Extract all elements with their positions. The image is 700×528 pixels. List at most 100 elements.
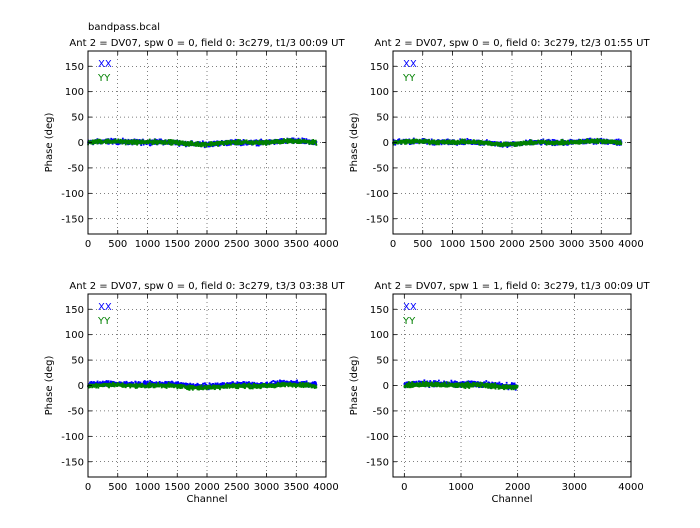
data-point xyxy=(411,141,414,144)
data-point xyxy=(433,143,436,146)
data-point xyxy=(509,144,512,147)
data-point xyxy=(155,143,158,146)
data-point xyxy=(192,383,195,385)
data-point xyxy=(431,140,434,143)
data-point xyxy=(113,381,116,384)
data-point xyxy=(241,144,244,146)
data-point xyxy=(403,141,406,144)
data-point xyxy=(163,141,166,144)
data-point xyxy=(456,141,459,143)
data-point xyxy=(299,138,301,141)
data-point xyxy=(544,143,547,145)
data-point xyxy=(292,138,295,141)
data-point xyxy=(490,141,493,143)
data-point xyxy=(101,142,103,145)
data-point xyxy=(405,141,407,144)
data-point xyxy=(285,380,288,383)
data-point xyxy=(603,142,606,144)
data-point xyxy=(208,382,211,385)
data-point xyxy=(134,380,137,383)
data-point xyxy=(127,140,130,143)
data-point xyxy=(243,381,246,384)
data-point xyxy=(275,138,278,141)
data-point xyxy=(221,141,224,143)
x-tick-label: 0 xyxy=(85,239,91,250)
data-point xyxy=(91,139,94,142)
data-point xyxy=(602,141,605,144)
data-point xyxy=(155,381,158,384)
data-point xyxy=(540,139,543,141)
data-point xyxy=(600,137,603,140)
data-point xyxy=(142,143,145,146)
data-point xyxy=(156,142,159,144)
data-point xyxy=(545,143,548,146)
data-point xyxy=(567,139,569,142)
data-point xyxy=(303,381,306,383)
data-point xyxy=(126,142,129,145)
data-point xyxy=(315,142,318,145)
y-tick-label: 50 xyxy=(71,113,84,124)
data-point xyxy=(450,142,453,145)
data-point xyxy=(410,139,413,142)
data-point xyxy=(177,381,179,383)
data-point xyxy=(152,141,155,144)
data-point xyxy=(162,142,165,145)
data-point xyxy=(562,140,565,142)
data-point xyxy=(268,140,270,143)
data-point xyxy=(553,140,556,143)
data-point xyxy=(529,142,532,145)
legend-entry-xx: XX xyxy=(98,59,112,70)
data-point xyxy=(89,386,91,389)
data-point xyxy=(584,138,587,141)
data-point xyxy=(485,139,488,141)
data-point xyxy=(591,140,594,142)
data-point xyxy=(118,142,121,145)
data-point xyxy=(107,380,110,383)
data-point xyxy=(209,143,212,146)
data-point xyxy=(121,137,124,140)
data-point xyxy=(446,138,449,141)
data-point xyxy=(528,142,531,144)
data-point xyxy=(503,141,505,144)
data-point xyxy=(596,137,599,140)
data-point xyxy=(240,143,243,145)
data-point xyxy=(216,382,219,385)
data-point xyxy=(191,141,194,144)
data-point xyxy=(161,140,164,142)
data-point xyxy=(149,379,152,382)
data-point xyxy=(228,143,231,146)
data-point xyxy=(114,138,116,141)
data-point xyxy=(428,143,431,146)
data-point xyxy=(240,382,243,384)
data-point xyxy=(219,382,222,385)
data-point xyxy=(245,381,248,384)
data-point xyxy=(155,139,158,141)
data-point xyxy=(258,139,261,142)
data-point xyxy=(232,381,234,384)
data-point xyxy=(314,139,317,142)
x-tick-label: 0 xyxy=(390,239,396,250)
data-point xyxy=(125,140,128,142)
x-tick-label: 1000 xyxy=(135,239,160,250)
data-point xyxy=(460,143,463,145)
y-tick-label: -50 xyxy=(373,163,389,174)
data-point xyxy=(580,142,583,145)
data-point xyxy=(170,143,173,146)
data-point xyxy=(105,141,108,144)
x-tick-label: 3500 xyxy=(284,239,309,250)
x-tick-label: 1500 xyxy=(165,239,190,250)
data-point xyxy=(236,142,238,144)
data-point xyxy=(89,383,92,386)
data-point xyxy=(184,143,186,145)
data-point xyxy=(392,142,395,145)
data-point xyxy=(560,139,563,141)
series-yy-points xyxy=(87,381,318,391)
data-point xyxy=(619,139,622,142)
data-point xyxy=(111,142,114,145)
data-point xyxy=(549,139,552,142)
data-point xyxy=(133,139,135,141)
data-point xyxy=(394,143,397,146)
data-point xyxy=(160,142,163,145)
data-point xyxy=(215,383,218,386)
y-tick-label: 150 xyxy=(370,62,389,73)
